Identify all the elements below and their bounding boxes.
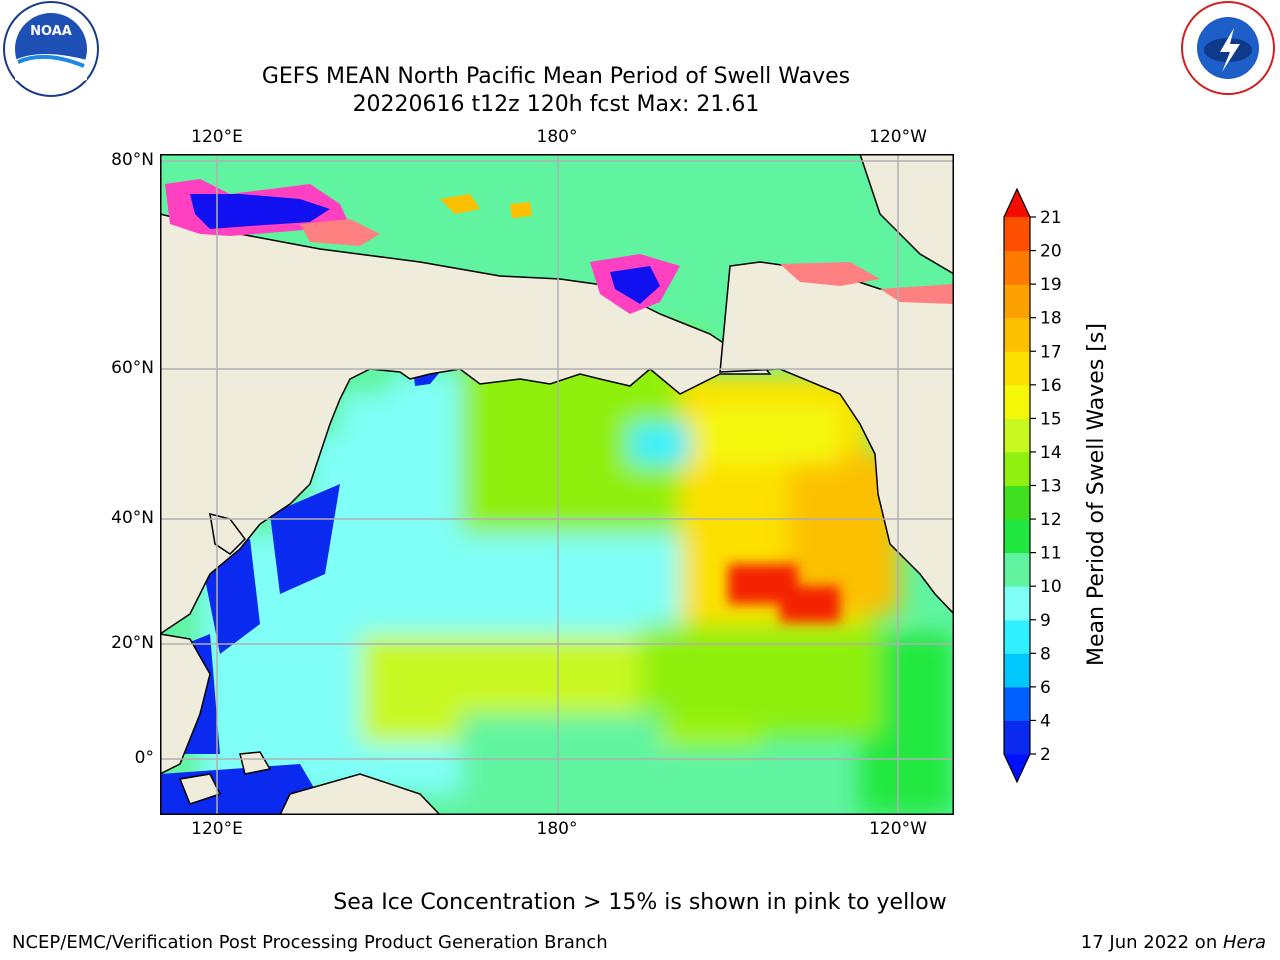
lat-label: 0°: [134, 748, 154, 768]
colorbar-tick-label: 13: [1040, 477, 1062, 497]
colorbar-band: [1004, 485, 1030, 520]
nws-logo: [1178, 0, 1280, 100]
colorbar-tick-label: 19: [1040, 275, 1062, 295]
lat-label: 40°N: [111, 508, 154, 528]
colorbar-tick-label: 16: [1040, 376, 1062, 396]
colorbar-band: [1004, 519, 1030, 554]
graticule: [160, 154, 954, 815]
colorbar-tick-label: 9: [1040, 611, 1051, 631]
colorbar-extend-low: [1004, 754, 1030, 782]
noaa-logo: NOAA: [0, 0, 104, 100]
footer-machine: Hera: [1222, 932, 1266, 953]
colorbar-tick-label: 18: [1040, 309, 1062, 329]
lat-label: 20°N: [111, 633, 154, 653]
footer-credit: NCEP/EMC/Verification Post Processing Pr…: [12, 932, 608, 953]
colorbar-band: [1004, 552, 1030, 587]
lon-label-top: 180°: [536, 127, 578, 147]
colorbar-band: [1004, 619, 1030, 654]
swell-period-field: [200, 334, 954, 815]
lon-label-bottom: 180°: [536, 819, 578, 839]
lat-label: 60°N: [111, 358, 154, 378]
map-plot-area: [160, 154, 954, 815]
colorbar: 2 4 6 8 9 10 11 12 13 14 15 16 17 18 19 20 21: [996, 180, 1066, 790]
colorbar-extend-high: [1004, 189, 1030, 217]
lon-label-top: 120°W: [869, 127, 927, 147]
lon-label-top: 120°E: [191, 127, 243, 147]
colorbar-tick-label: 11: [1040, 544, 1062, 564]
colorbar-tick-label: 8: [1040, 644, 1051, 664]
swell-period-maximum: [728, 564, 840, 622]
land: [160, 154, 954, 815]
colorbar-tick-label: 10: [1040, 577, 1062, 597]
colorbar-band: [1004, 451, 1030, 486]
low-period-area: [270, 484, 340, 594]
colorbar-band: [1004, 586, 1030, 621]
noaa-logo-text: NOAA: [30, 24, 72, 39]
colorbar-band: [1004, 653, 1030, 688]
colorbar-band: [1004, 686, 1030, 721]
map-border: [160, 154, 954, 815]
colorbar-tick-label: 15: [1040, 409, 1062, 429]
sea-ice: [165, 179, 954, 314]
colorbar-band: [1004, 384, 1030, 419]
colorbar-band: [1004, 217, 1030, 252]
colorbar-tick-label: 4: [1040, 711, 1051, 731]
colorbar-tick-label: 12: [1040, 510, 1062, 530]
colorbar-band: [1004, 418, 1030, 453]
colorbar-tick-label: 2: [1040, 745, 1051, 765]
lon-label-bottom: 120°W: [869, 819, 927, 839]
map-title: GEFS MEAN North Pacific Mean Period of S…: [261, 64, 851, 89]
colorbar-tick-label: 21: [1040, 208, 1062, 228]
colorbar-band: [1004, 351, 1030, 386]
footer-date: 17 Jun 2022 on Hera: [1081, 932, 1266, 953]
colorbar-tick-label: 6: [1040, 678, 1051, 698]
footer-date-text: 17 Jun 2022 on: [1080, 932, 1223, 953]
colorbar-band: [1004, 284, 1030, 319]
sea-ice-note: Sea Ice Concentration > 15% is shown in …: [333, 890, 947, 915]
colorbar-tick-label: 20: [1040, 242, 1062, 262]
colorbar-tick-label: 17: [1040, 342, 1062, 362]
colorbar-band: [1004, 720, 1030, 755]
colorbar-label: Mean Period of Swell Waves [s]: [1084, 323, 1109, 666]
map-subtitle: 20220616 t12z 120h fcst Max: 21.61: [352, 92, 760, 117]
lat-label: 80°N: [111, 150, 154, 170]
colorbar-tick-label: 14: [1040, 443, 1062, 463]
lon-label-bottom: 120°E: [191, 819, 243, 839]
colorbar-band: [1004, 250, 1030, 285]
colorbar-band: [1004, 317, 1030, 352]
